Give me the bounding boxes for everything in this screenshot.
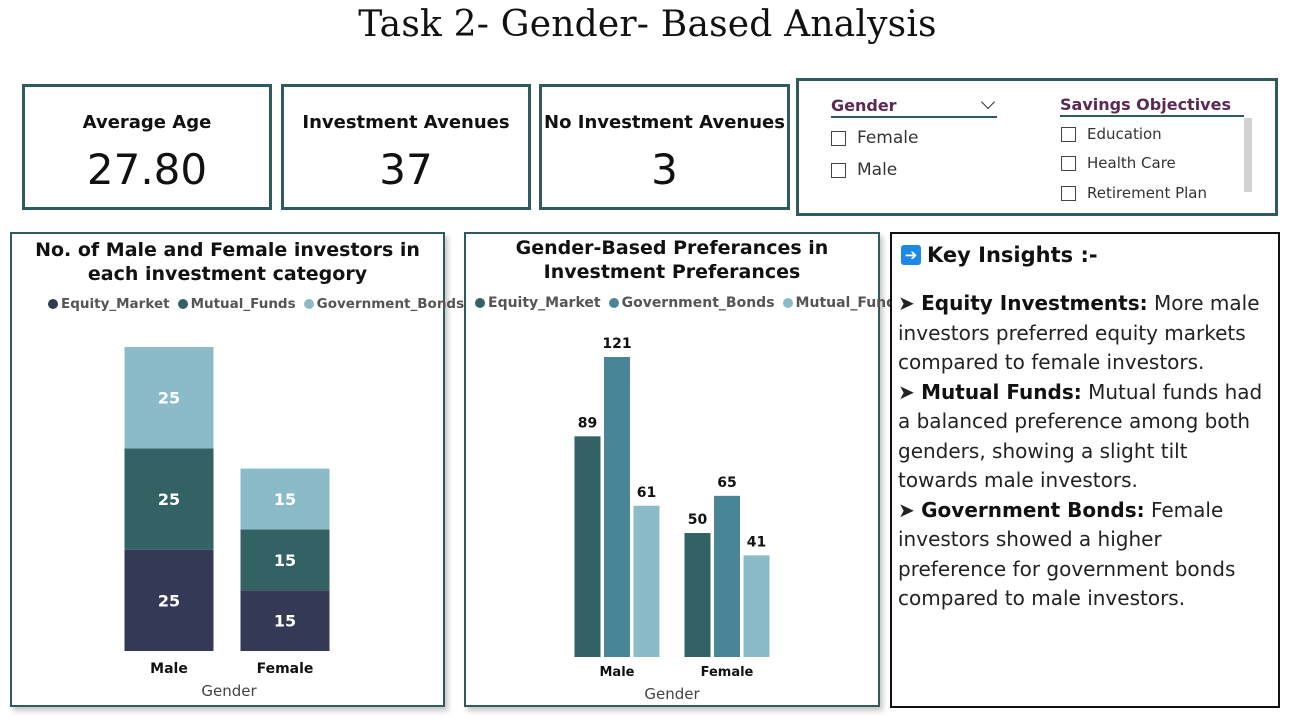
insight-text: More male investors preferred equity mar… <box>898 291 1260 374</box>
insight-label: Government Bonds: <box>921 497 1145 522</box>
bar-segment <box>240 529 330 591</box>
gender-slicer-title[interactable]: Gender <box>831 96 997 118</box>
kpi-value: 27.80 <box>86 145 208 194</box>
kpi-label: No Investment Avenues <box>544 112 785 133</box>
insight-text: Female investors showed a higher prefere… <box>898 497 1236 611</box>
savings-option-education[interactable]: Education <box>1061 125 1162 143</box>
data-label: 25 <box>158 490 180 509</box>
option-label: Retirement Plan <box>1087 184 1207 202</box>
bar <box>684 533 711 657</box>
checkbox-icon[interactable] <box>831 162 846 178</box>
slicer-panel: Gender Female Male Savings Objectives Ed… <box>796 78 1278 216</box>
option-label: Female <box>857 128 919 148</box>
bar <box>604 357 630 657</box>
kpi-card-no-investment-avenues: No Investment Avenues 3 <box>539 84 790 210</box>
checkbox-icon[interactable] <box>1061 155 1076 171</box>
legend-item-equity[interactable]: Equity_Market <box>475 295 601 311</box>
x-axis-label: Gender <box>644 685 700 703</box>
legend-dot-icon <box>782 298 793 308</box>
insight-text: Mutual funds had a balanced preference a… <box>898 379 1263 493</box>
data-label: 25 <box>158 591 180 610</box>
legend-label: Equity_Market <box>488 295 601 311</box>
savings-option-health-care[interactable]: Health Care <box>1061 154 1176 172</box>
data-label: 61 <box>637 485 656 501</box>
kpi-value: 37 <box>379 145 433 194</box>
insights-body: ➤ Equity Investments: More male investor… <box>898 289 1270 614</box>
bar <box>633 505 660 657</box>
data-label: 89 <box>578 415 597 431</box>
savings-option-retirement-plan[interactable]: Retirement Plan <box>1061 184 1207 202</box>
bar <box>743 555 770 657</box>
clustered-chart-card: Gender-Based Preferances in Investment P… <box>464 232 905 707</box>
bar <box>574 436 601 657</box>
bar-segment <box>124 347 214 449</box>
legend-dot-icon <box>177 299 188 309</box>
checkbox-icon[interactable] <box>831 130 846 146</box>
legend-item-mutual-funds[interactable]: Mutual_Funds <box>782 295 905 311</box>
data-label: 65 <box>717 475 736 491</box>
chart-legend: Equity_Market Mutual_Funds Government_Bo… <box>48 296 472 312</box>
legend-dot-icon <box>48 299 58 309</box>
legend-item-government-bonds[interactable]: Government_Bonds <box>608 295 775 311</box>
insight-label: Equity Investments: <box>921 291 1148 315</box>
kpi-value: 3 <box>651 145 678 194</box>
x-tick-label: Male <box>150 661 188 677</box>
insight-item: ➤ Mutual Funds: Mutual funds had a balan… <box>898 379 1263 493</box>
legend-label: Mutual_Funds <box>795 295 905 311</box>
right-arrow-icon: ➔ <box>901 245 921 265</box>
bar-segment <box>240 590 330 651</box>
legend-dot-icon <box>303 299 314 309</box>
legend-label: Equity_Market <box>61 296 170 312</box>
option-label: Education <box>1087 125 1162 143</box>
gender-option-female[interactable]: Female <box>831 128 918 148</box>
x-tick-label: Male <box>600 665 635 680</box>
legend-item-government-bonds[interactable]: Government_Bonds <box>303 296 465 312</box>
savings-slicer-title: Savings Objectives <box>1060 95 1244 117</box>
kpi-card-investment-avenues: Investment Avenues 37 <box>281 84 531 210</box>
x-tick-label: Female <box>257 661 314 677</box>
legend-dot-icon <box>608 298 619 308</box>
checkbox-icon[interactable] <box>1061 126 1076 142</box>
insight-label: Mutual Funds: <box>921 379 1082 404</box>
legend-dot-icon <box>475 298 485 308</box>
checkbox-icon[interactable] <box>1061 185 1076 201</box>
bar-segment <box>124 549 214 651</box>
slicer-scrollbar[interactable] <box>1244 118 1252 192</box>
x-tick-label: Female <box>701 665 754 680</box>
page-title: Task 2- Gender- Based Analysis <box>358 4 937 45</box>
bar-segment <box>240 468 330 530</box>
option-label: Health Care <box>1087 154 1176 172</box>
chart-title: Gender-Based Preferances in Investment P… <box>515 237 829 283</box>
kpi-card-average-age: Average Age 27.80 <box>22 84 272 210</box>
legend-label: Mutual_Funds <box>190 296 296 312</box>
bar <box>714 495 740 657</box>
option-label: Male <box>857 160 898 180</box>
insights-title: Key Insights :- <box>927 243 1098 267</box>
legend-item-mutual-funds[interactable]: Mutual_Funds <box>177 296 296 312</box>
data-label: 25 <box>158 389 180 408</box>
stacked-chart-card: No. of Male and Female investors in each… <box>10 232 464 707</box>
insights-header: ➔ Key Insights :- <box>901 243 1098 267</box>
chart-legend: Equity_Market Government_Bonds Mutual_Fu… <box>475 295 913 311</box>
x-axis-label: Gender <box>201 682 257 700</box>
bar-segment <box>124 448 214 550</box>
insight-item: ➤ Equity Investments: More male investor… <box>898 291 1260 374</box>
data-label: 15 <box>274 612 296 631</box>
chart-title: No. of Male and Female investors in each… <box>35 239 420 285</box>
legend-label: Government_Bonds <box>316 296 465 312</box>
data-label: 15 <box>274 490 296 509</box>
kpi-label: Investment Avenues <box>302 112 510 133</box>
data-label: 121 <box>602 336 631 352</box>
kpi-label: Average Age <box>82 112 212 133</box>
legend-label: Government_Bonds <box>621 295 775 311</box>
gender-option-male[interactable]: Male <box>831 160 897 180</box>
key-insights-panel: ➔ Key Insights :- ➤ Equity Investments: … <box>890 232 1280 708</box>
legend-item-equity[interactable]: Equity_Market <box>48 296 170 312</box>
data-label: 41 <box>747 534 766 550</box>
data-label: 50 <box>688 512 708 528</box>
data-label: 15 <box>274 551 296 570</box>
insight-item: ➤ Government Bonds: Female investors sho… <box>898 497 1236 611</box>
